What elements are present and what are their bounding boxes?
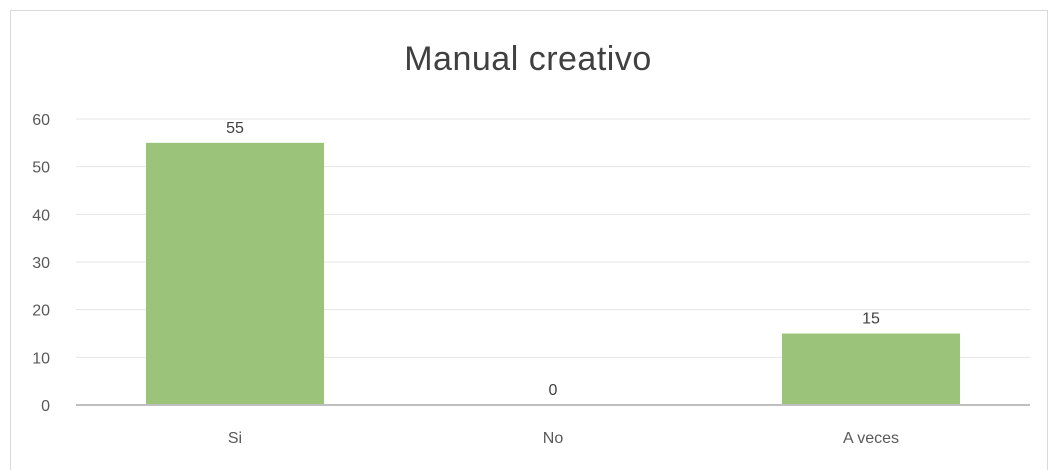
data-label: 55 [226, 120, 244, 137]
chart-title: Manual creativo [404, 40, 652, 78]
y-tick-label: 60 [32, 112, 50, 129]
data-label: 15 [862, 311, 880, 328]
y-tick-label: 40 [32, 207, 50, 224]
bar [781, 333, 961, 405]
bar-chart: 0 10 20 30 40 50 60 55 Si 0 No 15 A veces [32, 112, 1030, 447]
data-label: 0 [549, 382, 558, 399]
bar [145, 142, 325, 406]
x-tick-label: No [543, 430, 564, 447]
y-tick-label: 10 [32, 350, 50, 367]
x-tick-label: A veces [843, 430, 899, 447]
y-tick-label: 20 [32, 303, 50, 320]
y-tick-label: 30 [32, 255, 50, 272]
y-tick-label: 0 [41, 398, 50, 415]
y-tick-label: 50 [32, 160, 50, 177]
x-tick-label: Si [228, 430, 242, 447]
